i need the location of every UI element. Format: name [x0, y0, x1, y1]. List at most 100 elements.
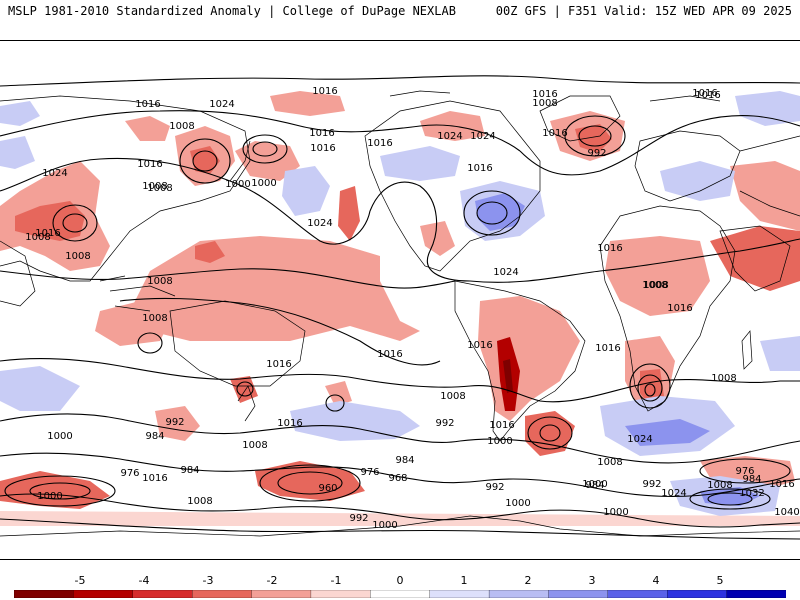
- isobar-label: 1024: [661, 488, 686, 499]
- isobar-label: 1008: [169, 121, 194, 132]
- colorbar-tick: -5: [74, 574, 86, 587]
- anomaly-colorbar: [14, 590, 786, 598]
- colorbar-tick: -2: [266, 574, 278, 587]
- isobar-label: 1016: [312, 86, 337, 97]
- neg-anomaly-na-core2: [575, 124, 612, 153]
- neg-anomaly-tropical-pacific: [130, 236, 420, 341]
- anomaly-shading: [0, 91, 800, 526]
- neg-anomaly-andes-core: [503, 359, 513, 393]
- colorbar-tick: 4: [652, 574, 660, 587]
- isobar-label: 968: [388, 473, 407, 484]
- isobar-label: 1040: [774, 507, 799, 518]
- isobar-label: 992: [435, 418, 454, 429]
- isobar-label: 1016: [367, 138, 392, 149]
- isobar-label: 1032: [739, 488, 764, 499]
- coast-greenland: [539, 95, 621, 142]
- isobar-label: 1016: [277, 418, 302, 429]
- colorbar-swatch: [14, 590, 75, 598]
- isobar-label: 1016: [542, 128, 567, 139]
- neg-anomaly-indonesia: [95, 301, 170, 346]
- colorbar-tick: 3: [588, 574, 596, 587]
- isobar-label: 1016: [310, 143, 335, 154]
- isobar-label: 976: [360, 467, 379, 478]
- coast-arctic-islands: [389, 90, 721, 102]
- neg-anomaly-middle-east: [730, 161, 800, 231]
- isobar-label: 1024: [307, 218, 332, 229]
- colorbar-tick: -1: [330, 574, 342, 587]
- isobar-label: 1016: [377, 349, 402, 360]
- isobar-label: 1024: [470, 131, 495, 142]
- isobar-label: 1024: [493, 267, 518, 278]
- isobar-label: 1016: [35, 228, 60, 239]
- isobar-label: 1008: [25, 232, 50, 243]
- isobar-label: 1024: [437, 131, 462, 142]
- neg-anomaly-southern-ocean-2: [0, 471, 110, 509]
- neg-anomaly-asia-core: [15, 201, 85, 241]
- neg-anomaly-sw-pacific: [155, 406, 200, 441]
- coast-africa: [599, 205, 736, 412]
- coast-indonesia: [99, 275, 176, 312]
- colorbar-swatch: [726, 590, 786, 598]
- coast-europe: [634, 130, 741, 202]
- coast-eurasia-west: [739, 135, 800, 217]
- isobar-label: 1008: [65, 251, 90, 262]
- neg-anomaly-nw-pacific: [235, 141, 300, 181]
- isobar-label: 1016: [692, 88, 717, 99]
- neg-anomaly-antarctic-strip: [0, 511, 800, 526]
- pos-anomaly-arctic-w: [0, 101, 40, 126]
- isobar-label: 992: [485, 482, 504, 493]
- coast-antarctica: [0, 515, 800, 537]
- isobar-label: 992: [642, 479, 661, 490]
- colorbar-swatch: [488, 590, 550, 598]
- isobar-label: 1000: [505, 498, 530, 509]
- neg-anomaly-nz: [230, 376, 258, 403]
- header-right-valid-time: 00Z GFS | F351 Valid: 15Z WED APR 09 202…: [495, 4, 792, 18]
- colorbar-swatch: [251, 590, 312, 598]
- isobar-label: 1016: [142, 473, 167, 484]
- isobar-label: 1024: [627, 434, 652, 445]
- neg-anomaly-africa: [605, 236, 710, 316]
- isobar-label: 1016: [597, 243, 622, 254]
- isobar-label: 1016: [309, 128, 334, 139]
- isobar-label: 1016: [595, 343, 620, 354]
- isobar-label: 984: [742, 474, 761, 485]
- isobar-label: 1000: [603, 507, 628, 518]
- neg-anomaly-arabia: [710, 226, 800, 291]
- colorbar-swatch: [667, 590, 728, 598]
- isobar-label: 1000: [37, 491, 62, 502]
- colorbar-swatch: [192, 590, 253, 598]
- coast-south-america: [454, 280, 586, 442]
- coastlines: [0, 90, 800, 537]
- isobar-label: 1016: [489, 420, 514, 431]
- coast-japan: [229, 140, 251, 182]
- pos-anomaly-east-pacific: [760, 336, 800, 371]
- isobar-label: 1016: [266, 359, 291, 370]
- isobar-label: 1000: [487, 436, 512, 447]
- isobar-label: 1008: [707, 480, 732, 491]
- isobar-label: 1024: [42, 168, 67, 179]
- colorbar-swatch: [370, 590, 431, 598]
- pos-anomaly-siberia: [0, 136, 35, 169]
- neg-anomaly-trop-core: [195, 241, 225, 263]
- colorbar-tick: 5: [716, 574, 724, 587]
- pos-anomaly-west-pacific-s: [0, 366, 80, 411]
- isobar-label: 1008: [642, 280, 667, 291]
- isobar-label: 1008: [643, 280, 668, 291]
- neg-anomaly-caribbean: [420, 221, 455, 256]
- coast-australia: [169, 300, 306, 387]
- isobar-label: 1008: [142, 181, 167, 192]
- isobar-label: 976: [120, 468, 139, 479]
- coast-india: [0, 240, 36, 307]
- isobar-label: 1016: [135, 99, 160, 110]
- pos-anomaly-arctic-e: [735, 91, 800, 126]
- isobars: [0, 75, 800, 540]
- isobar-label: 992: [165, 417, 184, 428]
- neg-anomaly-bering: [125, 116, 170, 141]
- isobar-label: 1000: [582, 479, 607, 490]
- colorbar-swatch: [429, 590, 490, 598]
- isobar-label: 1016: [769, 479, 794, 490]
- coast-north-america: [364, 100, 541, 272]
- pos-anomaly-canada: [380, 146, 460, 181]
